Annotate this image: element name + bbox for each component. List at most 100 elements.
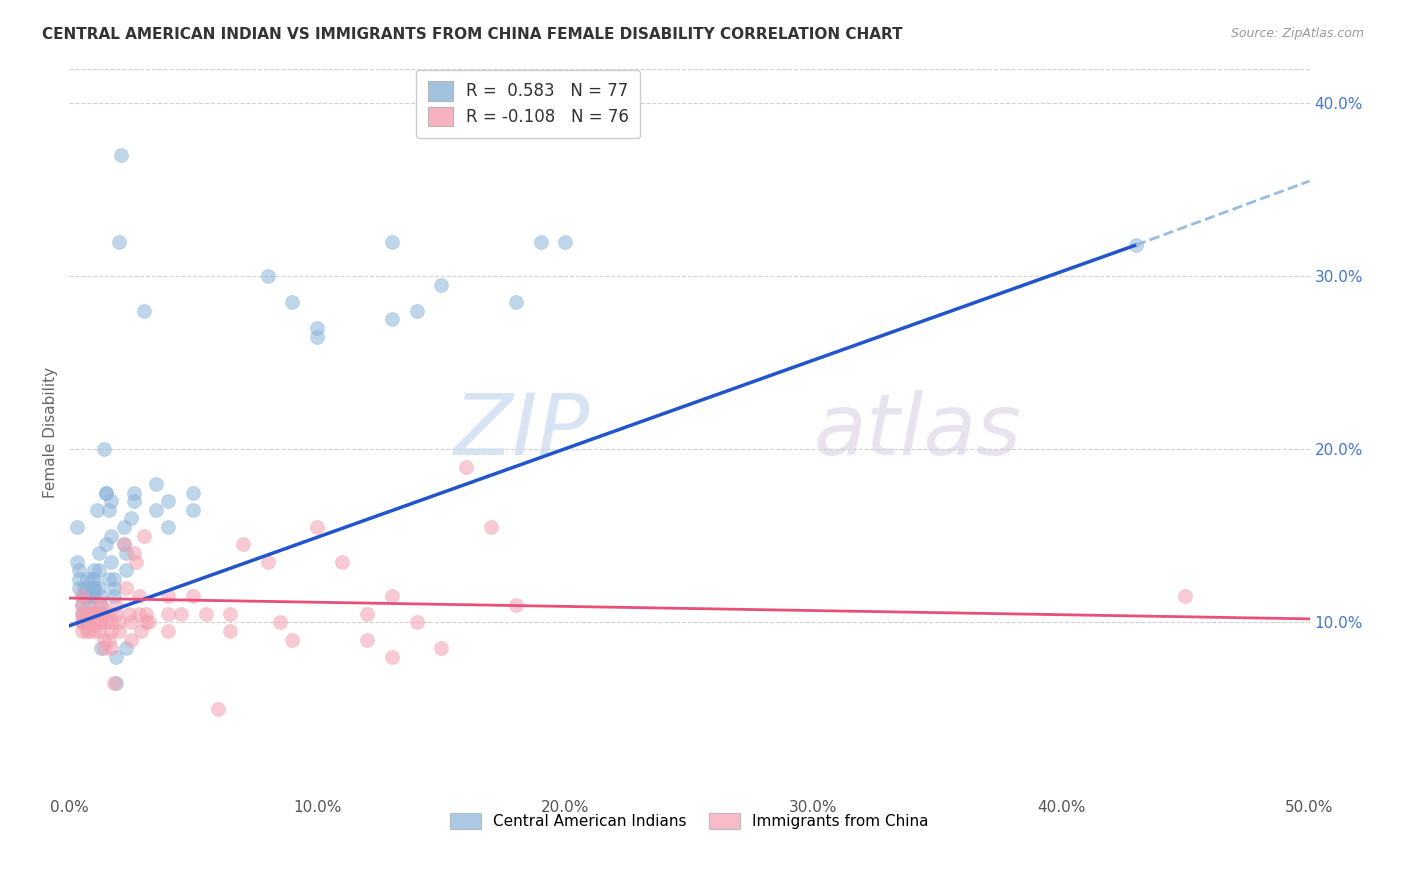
Point bbox=[70, 607, 93, 621]
Point bbox=[479, 520, 502, 534]
Point bbox=[76, 607, 98, 621]
Point bbox=[90, 598, 112, 612]
Point bbox=[96, 607, 118, 621]
Point bbox=[93, 442, 115, 457]
Point bbox=[129, 624, 152, 638]
Point bbox=[90, 607, 112, 621]
Point bbox=[1174, 590, 1197, 604]
Point bbox=[105, 598, 128, 612]
Point bbox=[83, 624, 105, 638]
Point bbox=[145, 503, 167, 517]
Point bbox=[157, 590, 180, 604]
Point bbox=[96, 615, 118, 630]
Point bbox=[108, 615, 131, 630]
Point bbox=[80, 607, 103, 621]
Point bbox=[128, 607, 150, 621]
Text: atlas: atlas bbox=[814, 391, 1021, 474]
Point bbox=[194, 607, 217, 621]
Point bbox=[281, 632, 304, 647]
Point bbox=[103, 590, 125, 604]
Point bbox=[381, 649, 404, 664]
Point bbox=[430, 641, 453, 656]
Point bbox=[110, 148, 132, 162]
Point bbox=[70, 590, 93, 604]
Point bbox=[381, 235, 404, 249]
Point bbox=[87, 624, 110, 638]
Point bbox=[73, 607, 96, 621]
Point bbox=[73, 581, 96, 595]
Point bbox=[80, 615, 103, 630]
Point bbox=[83, 590, 105, 604]
Point bbox=[77, 624, 100, 638]
Point bbox=[405, 303, 427, 318]
Point bbox=[307, 321, 329, 335]
Point bbox=[170, 607, 193, 621]
Point bbox=[157, 607, 180, 621]
Point bbox=[505, 295, 527, 310]
Point bbox=[356, 632, 378, 647]
Point bbox=[181, 503, 204, 517]
Point bbox=[529, 235, 551, 249]
Point bbox=[112, 520, 135, 534]
Point bbox=[83, 581, 105, 595]
Point bbox=[76, 572, 98, 586]
Point bbox=[100, 615, 122, 630]
Point bbox=[73, 590, 96, 604]
Point bbox=[97, 607, 120, 621]
Point bbox=[96, 485, 118, 500]
Point bbox=[97, 632, 120, 647]
Point bbox=[105, 676, 128, 690]
Point bbox=[87, 546, 110, 560]
Point bbox=[505, 598, 527, 612]
Point bbox=[381, 590, 404, 604]
Point bbox=[125, 555, 148, 569]
Point bbox=[70, 598, 93, 612]
Point bbox=[112, 537, 135, 551]
Point bbox=[120, 615, 142, 630]
Point bbox=[90, 590, 112, 604]
Point bbox=[157, 520, 180, 534]
Point bbox=[77, 615, 100, 630]
Point bbox=[80, 590, 103, 604]
Point bbox=[132, 303, 155, 318]
Point bbox=[456, 459, 478, 474]
Point bbox=[100, 555, 122, 569]
Point bbox=[103, 581, 125, 595]
Point bbox=[430, 277, 453, 292]
Point bbox=[93, 632, 115, 647]
Point bbox=[96, 485, 118, 500]
Text: CENTRAL AMERICAN INDIAN VS IMMIGRANTS FROM CHINA FEMALE DISABILITY CORRELATION C: CENTRAL AMERICAN INDIAN VS IMMIGRANTS FR… bbox=[42, 27, 903, 42]
Point bbox=[105, 607, 128, 621]
Point bbox=[118, 607, 141, 621]
Point bbox=[90, 615, 112, 630]
Point bbox=[135, 607, 157, 621]
Point bbox=[90, 607, 112, 621]
Y-axis label: Female Disability: Female Disability bbox=[44, 367, 58, 498]
Point bbox=[76, 624, 98, 638]
Point bbox=[219, 607, 242, 621]
Point bbox=[120, 511, 142, 525]
Point bbox=[112, 537, 135, 551]
Point bbox=[145, 476, 167, 491]
Point bbox=[80, 572, 103, 586]
Point bbox=[115, 563, 138, 577]
Point bbox=[1125, 238, 1147, 252]
Point bbox=[80, 607, 103, 621]
Point bbox=[120, 632, 142, 647]
Point bbox=[405, 615, 427, 630]
Point bbox=[83, 563, 105, 577]
Point bbox=[96, 537, 118, 551]
Point bbox=[67, 563, 90, 577]
Point bbox=[330, 555, 353, 569]
Point bbox=[108, 235, 131, 249]
Point bbox=[77, 598, 100, 612]
Point bbox=[73, 615, 96, 630]
Point bbox=[76, 607, 98, 621]
Point bbox=[122, 485, 145, 500]
Point bbox=[108, 624, 131, 638]
Point bbox=[554, 235, 576, 249]
Point bbox=[87, 581, 110, 595]
Point bbox=[138, 615, 160, 630]
Point bbox=[86, 598, 108, 612]
Point bbox=[115, 641, 138, 656]
